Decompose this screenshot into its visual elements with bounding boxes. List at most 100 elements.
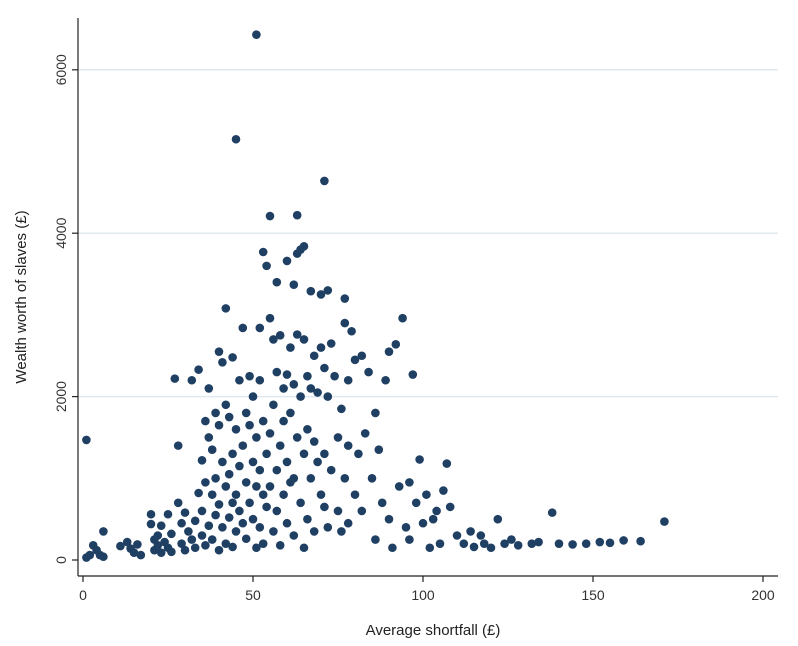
data-point (221, 482, 231, 491)
data-point (224, 513, 234, 522)
data-point (275, 331, 285, 340)
data-point (262, 261, 271, 271)
data-point (320, 363, 329, 373)
data-point (272, 506, 282, 516)
data-point (289, 531, 299, 540)
data-point (156, 548, 166, 557)
data-point (507, 535, 516, 544)
data-point (279, 490, 288, 499)
data-point (211, 408, 220, 418)
data-point (214, 500, 224, 509)
data-point (405, 535, 414, 544)
data-point (459, 539, 469, 548)
data-point (177, 518, 186, 528)
data-point (581, 539, 591, 548)
data-point (350, 355, 360, 365)
data-point (255, 465, 265, 475)
gridlines (78, 69, 778, 398)
data-point (231, 134, 241, 144)
data-point (218, 457, 227, 467)
data-point (190, 543, 200, 553)
data-point (320, 502, 329, 512)
data-point (289, 280, 299, 289)
data-point (660, 517, 669, 526)
data-point (258, 416, 268, 426)
data-point (224, 469, 234, 479)
data-point (343, 375, 353, 385)
data-point (228, 498, 237, 508)
data-point (235, 375, 244, 385)
x-tick-label: 150 (581, 587, 605, 603)
data-point (313, 388, 322, 397)
data-point (207, 490, 217, 499)
data-point (354, 449, 363, 459)
data-point (299, 449, 309, 459)
data-point (479, 539, 489, 548)
data-point (218, 357, 227, 367)
data-point (408, 370, 418, 379)
axes (72, 18, 778, 582)
data-point (303, 424, 312, 434)
data-point (418, 518, 428, 528)
data-point (245, 498, 254, 508)
data-point (133, 540, 142, 549)
data-point (343, 441, 353, 450)
data-point (289, 474, 299, 483)
data-point (333, 433, 343, 442)
x-tick-label: 100 (411, 587, 435, 603)
data-point (214, 420, 224, 430)
data-point (306, 384, 316, 393)
data-point (296, 498, 305, 508)
data-point (201, 540, 210, 550)
data-point (265, 313, 275, 323)
data-point (377, 498, 387, 508)
data-point (282, 370, 292, 379)
data-point (401, 523, 411, 532)
data-point (299, 543, 309, 553)
y-axis-title: Wealth worth of slaves (£) (13, 210, 30, 383)
data-point (238, 518, 248, 528)
data-point (388, 543, 397, 553)
data-point (279, 384, 288, 393)
data-point (269, 400, 278, 410)
data-point (272, 367, 282, 377)
data-point (136, 550, 146, 560)
data-point (156, 521, 166, 530)
data-point (398, 313, 407, 323)
data-point (296, 392, 305, 401)
data-point (326, 339, 336, 348)
data-point (231, 527, 241, 536)
data-point (204, 433, 214, 442)
data-point (190, 516, 200, 526)
data-point (231, 490, 241, 499)
data-point (405, 478, 414, 487)
data-point (337, 527, 346, 536)
data-point (163, 509, 173, 519)
data-point (340, 294, 350, 303)
data-point (262, 502, 271, 512)
data-point (231, 424, 241, 434)
data-point (282, 457, 292, 467)
y-tick-label: 2000 (53, 381, 69, 412)
data-point (146, 519, 156, 529)
data-point (595, 537, 605, 547)
data-point (258, 490, 268, 499)
data-point (252, 30, 261, 39)
data-point (99, 552, 108, 562)
data-point (527, 539, 537, 548)
data-point (85, 550, 95, 560)
data-point (357, 506, 367, 516)
data-point (320, 449, 329, 459)
data-point (184, 527, 193, 536)
data-point (384, 347, 394, 356)
data-point (116, 541, 125, 551)
data-point (282, 256, 292, 266)
data-point (255, 375, 265, 385)
data-point (469, 542, 479, 552)
data-point (258, 539, 268, 548)
data-point (636, 536, 645, 546)
data-point (269, 527, 278, 536)
data-point (340, 318, 350, 328)
